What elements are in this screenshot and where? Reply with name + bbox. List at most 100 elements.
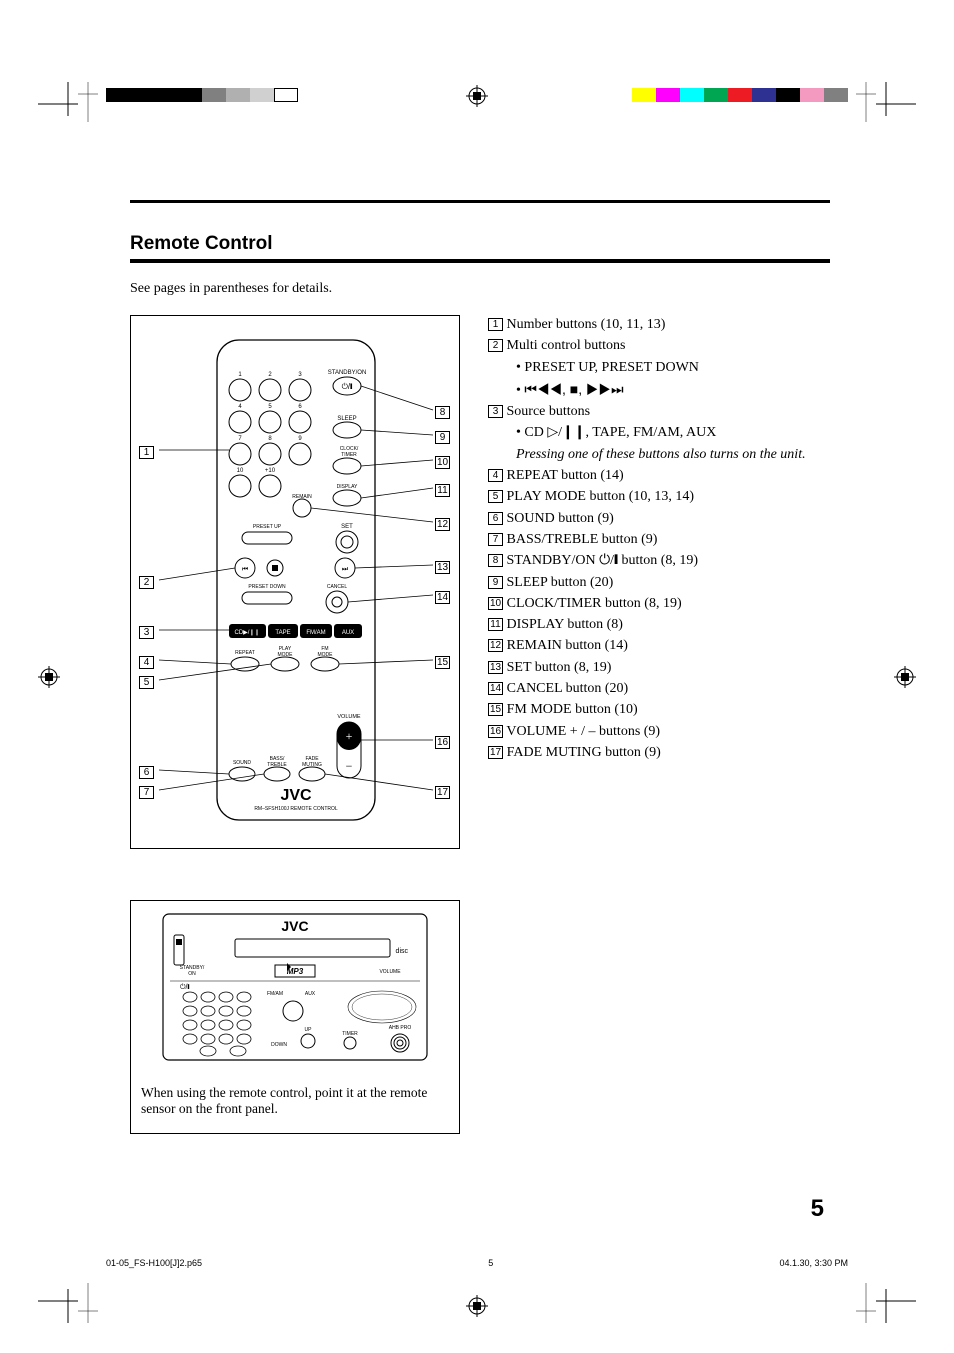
footer: 01-05_FS-H100[J]2.p65 5 04.1.30, 3:30 PM (106, 1258, 848, 1268)
svg-text:JVC: JVC (281, 918, 308, 934)
svg-text:VOLUME: VOLUME (379, 969, 401, 975)
svg-text:⏮: ⏮ (242, 565, 248, 573)
diagram-callout: 5 (139, 676, 154, 689)
callout-number: 8 (488, 554, 503, 567)
diagram-callout: 17 (435, 786, 450, 799)
front-panel-diagram: JVC disc MP3 STANDBY/ ON VOLUME FM/AM AU… (160, 911, 430, 1071)
list-item: 14 CANCEL button (20) (488, 679, 830, 699)
list-item: 13 SET button (8, 19) (488, 658, 830, 678)
callout-number: 2 (488, 339, 503, 352)
svg-text:−: − (346, 759, 353, 773)
callout-number: 3 (488, 405, 503, 418)
button-list: 1 Number buttons (10, 11, 13)2 Multi con… (488, 315, 830, 764)
diagram-callout: 15 (435, 656, 450, 669)
list-subitem: • ⏮◀◀, ■, ▶▶⏭ (516, 379, 830, 401)
crop-mark-bl (38, 1263, 98, 1323)
list-item: 7 BASS/TREBLE button (9) (488, 530, 830, 550)
footer-date: 04.1.30, 3:30 PM (779, 1258, 848, 1268)
diagram-callout: 13 (435, 561, 450, 574)
registration-mark-top (466, 85, 488, 107)
callout-number: 17 (488, 746, 503, 759)
diagram-callout: 11 (435, 484, 450, 497)
diagram-callout: 12 (435, 518, 450, 531)
list-item: 9 SLEEP button (20) (488, 573, 830, 593)
callout-number: 13 (488, 661, 503, 674)
callout-number: 15 (488, 703, 503, 716)
svg-text:CANCEL: CANCEL (327, 584, 348, 590)
svg-text:AHB PRO: AHB PRO (389, 1025, 412, 1031)
front-panel-box: JVC disc MP3 STANDBY/ ON VOLUME FM/AM AU… (130, 900, 460, 1134)
svg-text:AUX: AUX (342, 630, 354, 636)
diagram-callout: 3 (139, 626, 154, 639)
svg-text:5: 5 (268, 404, 272, 410)
list-item: 17 FADE MUTING button (9) (488, 743, 830, 763)
list-subitem: • PRESET UP, PRESET DOWN (516, 358, 830, 378)
intro-text: See pages in parentheses for details. (130, 281, 830, 297)
svg-text:TIMER: TIMER (342, 1031, 358, 1037)
registration-mark-right (894, 666, 916, 688)
top-rule (130, 200, 830, 203)
callout-number: 12 (488, 639, 503, 652)
callout-number: 1 (488, 318, 503, 331)
svg-text:DISPLAY: DISPLAY (337, 484, 358, 490)
list-item: 5 PLAY MODE button (10, 13, 14) (488, 487, 830, 507)
svg-text:2: 2 (268, 372, 272, 378)
svg-text:⏻/❙: ⏻/❙ (342, 382, 353, 391)
list-item: 16 VOLUME + / – buttons (9) (488, 722, 830, 742)
svg-text:JVC: JVC (280, 787, 312, 804)
svg-text:+: + (346, 729, 353, 743)
diagram-callout: 14 (435, 591, 450, 604)
diagram-callout: 16 (435, 736, 450, 749)
svg-text:REPEAT: REPEAT (235, 650, 255, 656)
svg-text:3: 3 (298, 372, 302, 378)
registration-mark-bottom (466, 1295, 488, 1317)
svg-text:PRESET DOWN: PRESET DOWN (248, 584, 286, 590)
svg-text:CD▶/❙❙: CD▶/❙❙ (234, 629, 259, 636)
svg-text:9: 9 (298, 436, 302, 442)
remote-diagram: STANDBY/ON ⏻/❙ 12345678910+10 REMAIN SLE… (137, 330, 455, 830)
svg-text:7: 7 (238, 436, 242, 442)
diagram-callout: 4 (139, 656, 154, 669)
svg-text:DOWN: DOWN (271, 1042, 287, 1048)
diagram-callout: 2 (139, 576, 154, 589)
svg-text:⏻/❙: ⏻/❙ (180, 983, 189, 991)
callout-number: 5 (488, 490, 503, 503)
footer-page: 5 (488, 1258, 493, 1268)
svg-text:disc: disc (396, 948, 409, 955)
crop-mark-br (856, 1263, 916, 1323)
callout-number: 14 (488, 682, 503, 695)
svg-text:SOUND: SOUND (233, 760, 251, 766)
diagram-callout: 6 (139, 766, 154, 779)
svg-text:10: 10 (237, 468, 244, 474)
callout-number: 6 (488, 512, 503, 525)
crop-mark-tl (38, 82, 98, 142)
svg-text:ON: ON (188, 971, 196, 977)
svg-text:SET: SET (341, 524, 353, 530)
svg-text:RM–SFSH100J REMOTE CONTROL: RM–SFSH100J REMOTE CONTROL (254, 806, 338, 812)
svg-text:UP: UP (305, 1027, 313, 1033)
list-subitem: Pressing one of these buttons also turns… (516, 445, 830, 465)
list-item: 2 Multi control buttons (488, 336, 830, 356)
svg-text:6: 6 (298, 404, 302, 410)
color-bar (632, 88, 848, 102)
svg-text:8: 8 (268, 436, 272, 442)
callout-number: 9 (488, 576, 503, 589)
list-item: 8 STANDBY/ON ⏻/❙ button (8, 19) (488, 551, 830, 571)
svg-text:+10: +10 (265, 468, 276, 474)
section-title: Remote Control (130, 233, 830, 255)
list-item: 10 CLOCK/TIMER button (8, 19) (488, 594, 830, 614)
page-number: 5 (811, 1195, 824, 1223)
svg-text:FM/AM: FM/AM (306, 630, 325, 636)
svg-text:STANDBY/ON: STANDBY/ON (328, 370, 367, 376)
diagram-callout: 9 (435, 431, 450, 444)
list-item: 4 REPEAT button (14) (488, 466, 830, 486)
svg-text:TIMER: TIMER (341, 452, 357, 458)
list-item: 12 REMAIN button (14) (488, 636, 830, 656)
diagram-callout: 8 (435, 406, 450, 419)
remote-diagram-box: STANDBY/ON ⏻/❙ 12345678910+10 REMAIN SLE… (130, 315, 460, 849)
callout-number: 16 (488, 725, 503, 738)
footer-file: 01-05_FS-H100[J]2.p65 (106, 1258, 202, 1268)
svg-text:VOLUME: VOLUME (337, 714, 361, 720)
callout-number: 10 (488, 597, 503, 610)
svg-text:AUX: AUX (305, 991, 316, 997)
